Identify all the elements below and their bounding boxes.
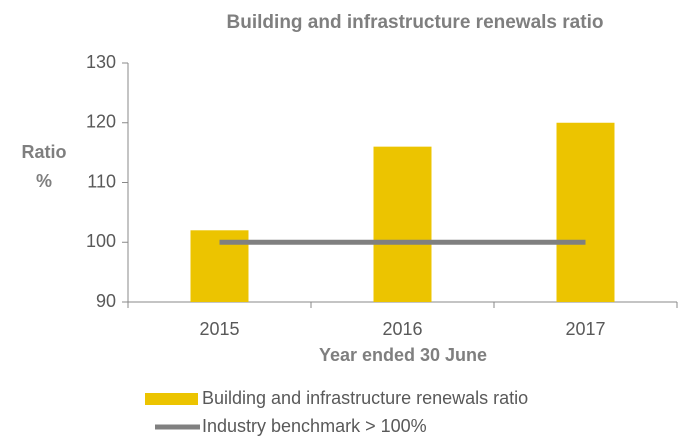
y-axis-label: Ratio	[22, 142, 67, 162]
y-tick-label: 100	[86, 231, 116, 251]
legend-label: Building and infrastructure renewals rat…	[202, 388, 528, 408]
y-tick-label: 130	[86, 52, 116, 72]
bar	[556, 122, 615, 302]
x-tick-label: 2016	[382, 319, 422, 339]
y-tick-label: 120	[86, 112, 116, 132]
y-axis-label: %	[36, 171, 52, 191]
y-tick-label: 90	[96, 291, 116, 311]
bar	[373, 146, 432, 302]
y-tick-label: 110	[87, 171, 116, 191]
chart-title: Building and infrastructure renewals rat…	[227, 12, 604, 33]
x-axis-label: Year ended 30 June	[319, 345, 487, 365]
x-tick-label: 2017	[565, 319, 605, 339]
legend-label: Industry benchmark > 100%	[202, 416, 427, 436]
x-tick-label: 2015	[199, 319, 239, 339]
legend-swatch	[145, 393, 198, 405]
